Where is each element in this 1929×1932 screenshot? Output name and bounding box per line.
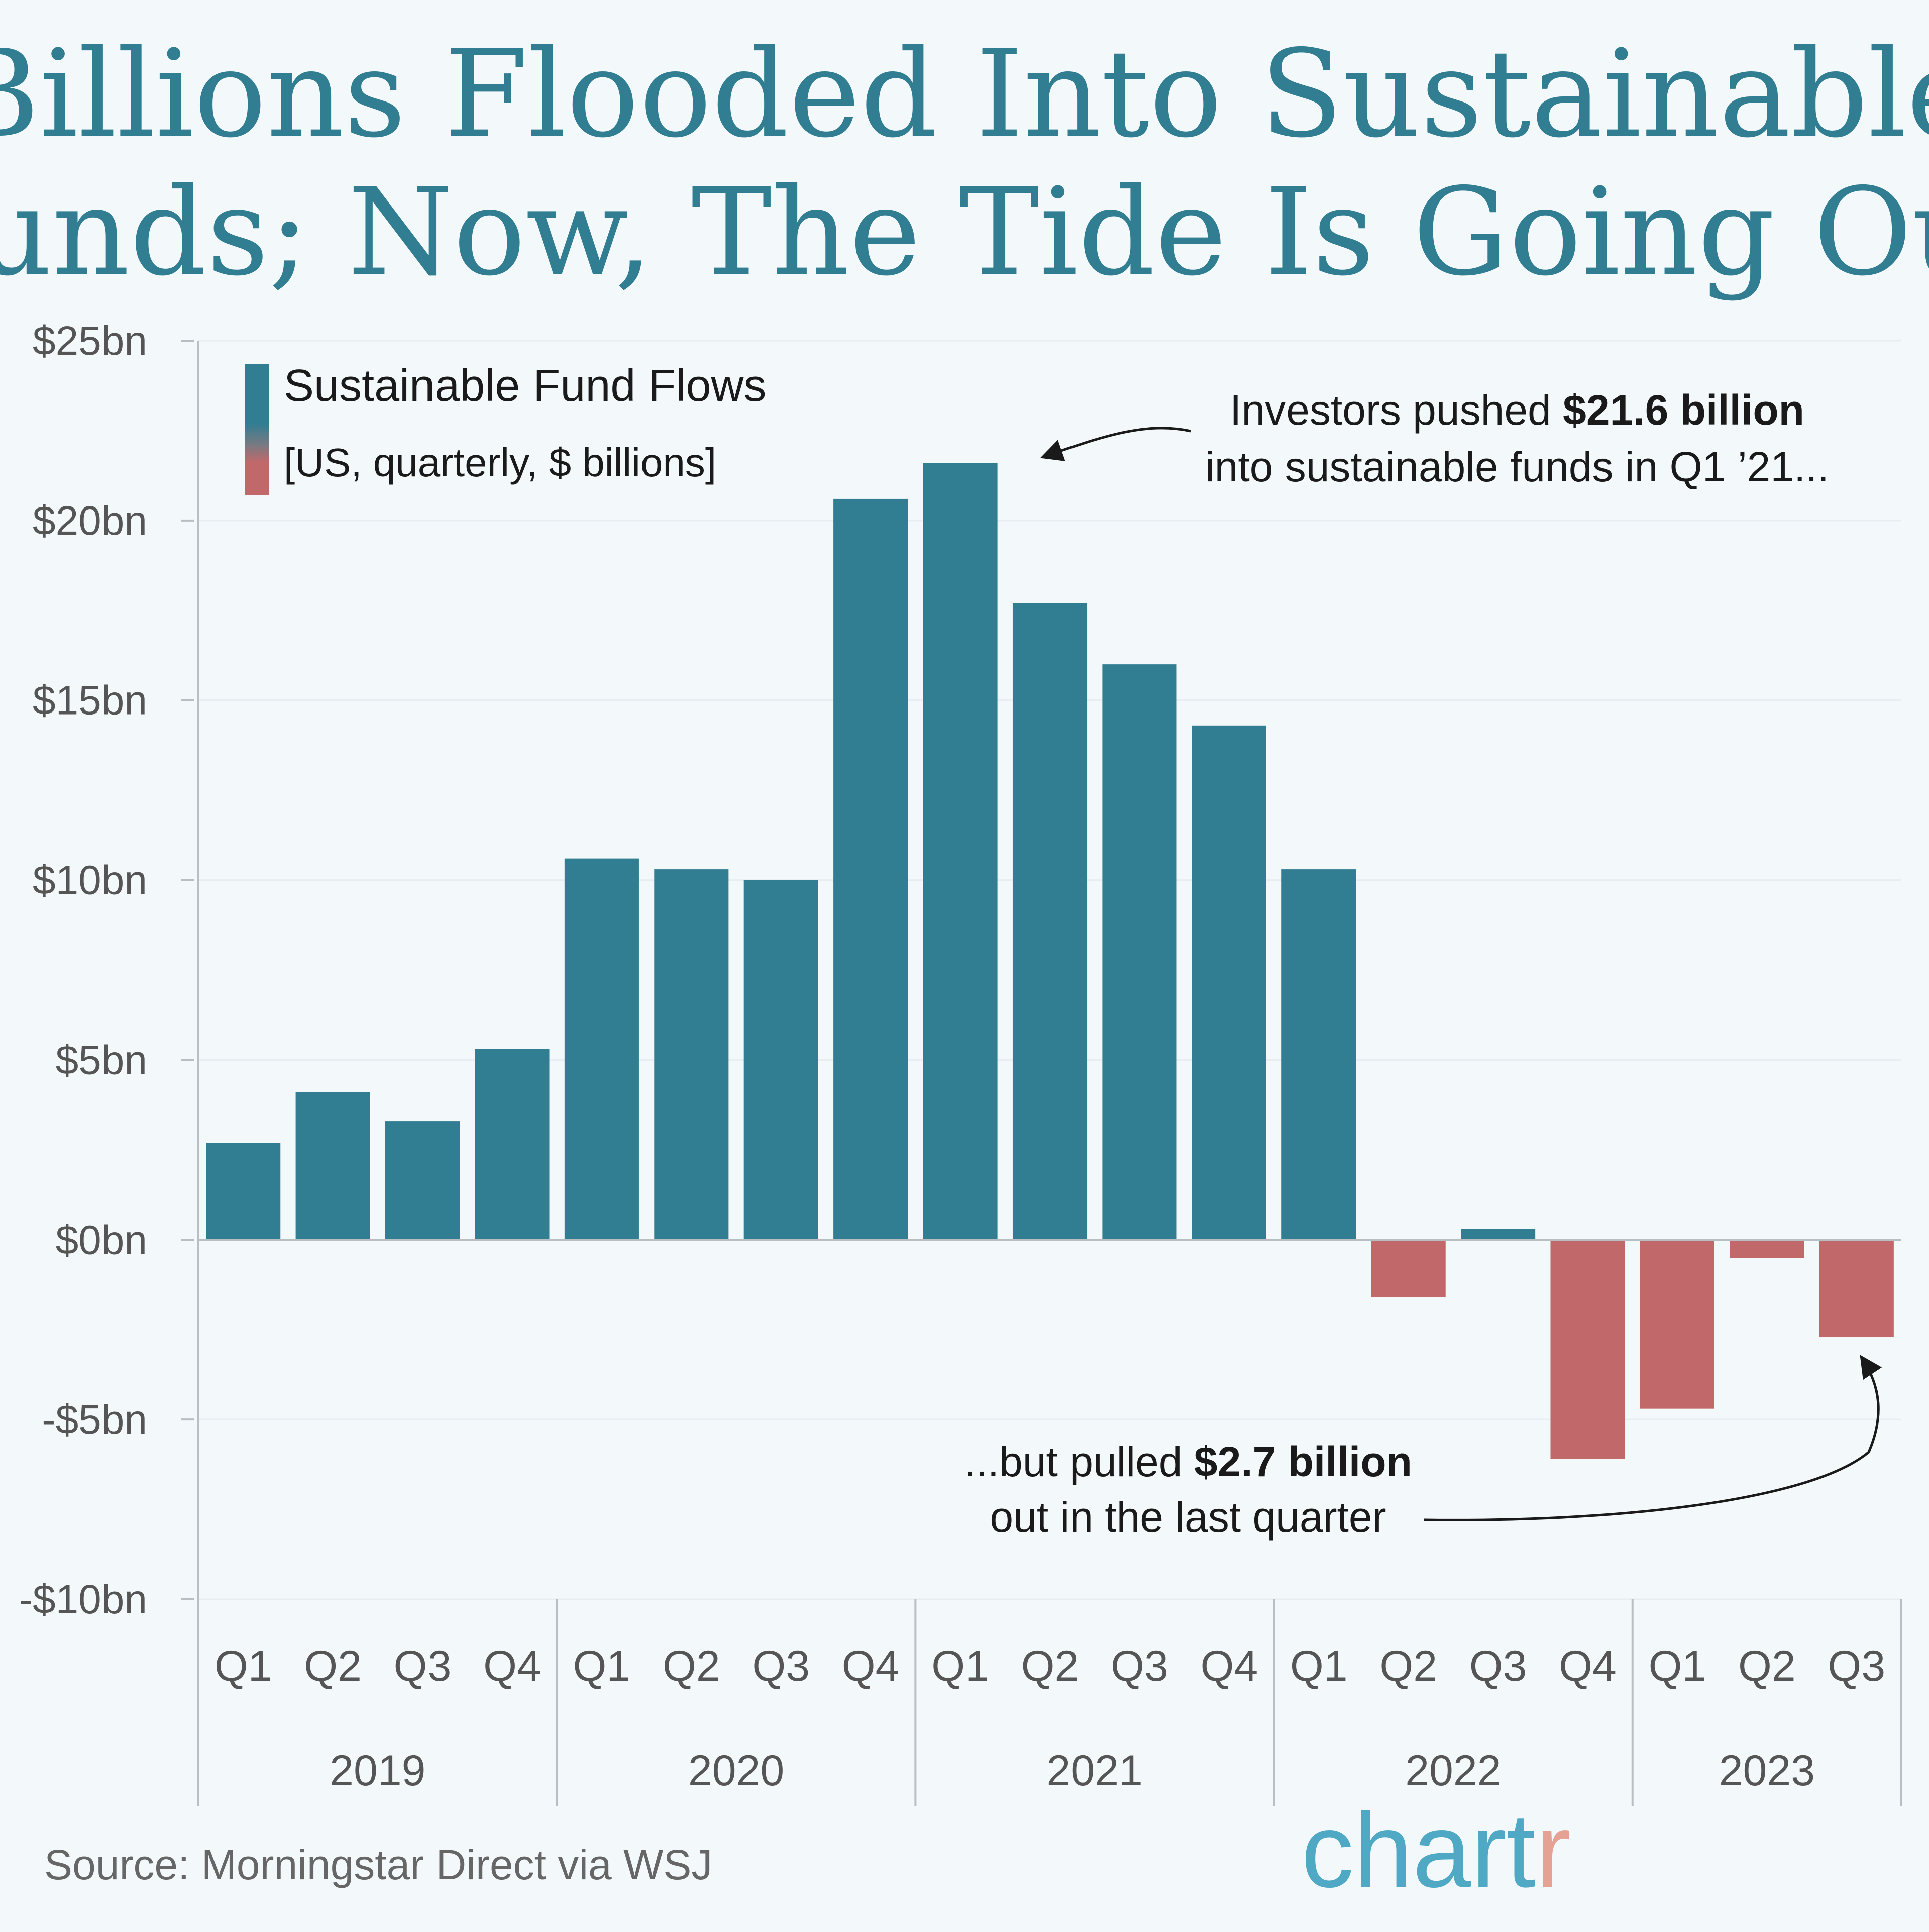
bar bbox=[1371, 1240, 1446, 1297]
legend-subtitle: [US, quarterly, $ billions] bbox=[284, 440, 716, 485]
annotation-peak-text: Investors pushed bbox=[1230, 386, 1563, 434]
source-note: Source: Morningstar Direct via WSJ bbox=[44, 1841, 712, 1888]
bar bbox=[1461, 1229, 1536, 1240]
bar bbox=[1640, 1240, 1714, 1409]
x-tick-label: Q1 bbox=[215, 1642, 272, 1690]
chart-title-line-2: Funds; Now, The Tide Is Going Out bbox=[0, 162, 1929, 302]
y-tick-label: -$5bn bbox=[42, 1397, 147, 1443]
year-label: 2021 bbox=[1047, 1747, 1143, 1795]
bar bbox=[833, 498, 908, 1240]
bar bbox=[923, 463, 998, 1240]
y-tick-label: -$10bn bbox=[19, 1577, 147, 1622]
year-label: 2023 bbox=[1719, 1747, 1815, 1795]
x-tick-label: Q2 bbox=[1738, 1642, 1796, 1690]
bars bbox=[206, 463, 1894, 1459]
annotation-last-line-1: ...but pulled $2.7 billion bbox=[964, 1438, 1412, 1485]
bar bbox=[295, 1092, 370, 1240]
bar bbox=[1102, 664, 1177, 1240]
x-tick-label: Q1 bbox=[1649, 1642, 1706, 1690]
x-tick-label: Q3 bbox=[1111, 1642, 1168, 1690]
x-tick-label: Q1 bbox=[1290, 1642, 1348, 1690]
legend-title: Sustainable Fund Flows bbox=[284, 361, 767, 411]
bar bbox=[654, 869, 729, 1240]
x-tick-label: Q2 bbox=[663, 1642, 720, 1690]
x-tick-label: Q3 bbox=[394, 1642, 452, 1690]
y-tick-label: $0bn bbox=[56, 1217, 147, 1263]
annotation-peak-arrow bbox=[1040, 427, 1191, 461]
x-tick-label: Q1 bbox=[573, 1642, 631, 1690]
x-tick-label: Q2 bbox=[304, 1642, 362, 1690]
x-tick-label: Q4 bbox=[842, 1642, 900, 1690]
x-tick-label: Q1 bbox=[931, 1642, 989, 1690]
bar bbox=[1012, 603, 1088, 1240]
bar bbox=[475, 1049, 550, 1240]
x-tick-label: Q4 bbox=[1559, 1642, 1617, 1690]
x-tick-label: Q3 bbox=[1828, 1642, 1885, 1690]
bar bbox=[1730, 1240, 1804, 1258]
bar bbox=[1192, 725, 1266, 1240]
brand-logo-accent: r bbox=[1536, 1791, 1571, 1909]
legend-swatch bbox=[245, 364, 269, 495]
bar bbox=[1819, 1240, 1894, 1337]
x-tick-label: Q4 bbox=[483, 1642, 541, 1690]
annotation-peak-value: $21.6 billion bbox=[1563, 386, 1804, 434]
annotation-peak-line-1: Investors pushed $21.6 billion bbox=[1230, 386, 1804, 434]
x-tick-label: Q2 bbox=[1021, 1642, 1079, 1690]
x-tick-label: Q3 bbox=[1469, 1642, 1527, 1690]
y-tick-label: $20bn bbox=[33, 498, 147, 544]
bar bbox=[1281, 869, 1356, 1240]
bar bbox=[385, 1121, 460, 1240]
annotation-peak: Investors pushed $21.6 billion into sust… bbox=[1040, 386, 1829, 490]
year-label: 2019 bbox=[330, 1747, 425, 1795]
y-tick-label: $5bn bbox=[56, 1037, 147, 1083]
annotation-last-line-2: out in the last quarter bbox=[990, 1493, 1386, 1541]
y-tick-label: $15bn bbox=[33, 678, 147, 724]
y-axis: $25bn $20bn $15bn $10bn $5bn $0bn -$5bn -$10bn bbox=[19, 318, 199, 1806]
annotation-last: ...but pulled $2.7 billion out in the la… bbox=[964, 1355, 1882, 1541]
y-tick-label: $10bn bbox=[33, 858, 147, 903]
annotation-last-arrow bbox=[1424, 1355, 1882, 1521]
annotation-last-value: $2.7 billion bbox=[1194, 1438, 1412, 1485]
bar bbox=[206, 1143, 281, 1240]
x-tick-label: Q4 bbox=[1200, 1642, 1258, 1690]
annotation-peak-line-2: into sustainable funds in Q1 ’21... bbox=[1205, 443, 1829, 490]
chart-title-line-1: Billions Flooded Into Sustainable bbox=[0, 24, 1929, 164]
brand-logo-main: chart bbox=[1301, 1791, 1536, 1909]
x-tick-label: Q2 bbox=[1379, 1642, 1437, 1690]
x-tick-label: Q3 bbox=[752, 1642, 810, 1690]
year-label: 2022 bbox=[1405, 1747, 1501, 1795]
bar bbox=[1550, 1240, 1625, 1459]
bar bbox=[743, 880, 818, 1240]
y-tick-label: $25bn bbox=[33, 318, 147, 364]
annotation-last-text: ...but pulled bbox=[964, 1438, 1194, 1485]
x-axis: Q1 Q2 Q3 Q4 Q1 Q2 Q3 Q4 Q1 Q2 Q3 Q4 Q1 Q2 Q3 Q4 Q1 Q2 Q3 20… bbox=[198, 1239, 1902, 1806]
bar bbox=[564, 858, 639, 1240]
year-label: 2020 bbox=[688, 1747, 784, 1795]
brand-logo: chartr bbox=[1301, 1791, 1571, 1909]
legend: Sustainable Fund Flows [US, quarterly, $… bbox=[245, 361, 767, 495]
